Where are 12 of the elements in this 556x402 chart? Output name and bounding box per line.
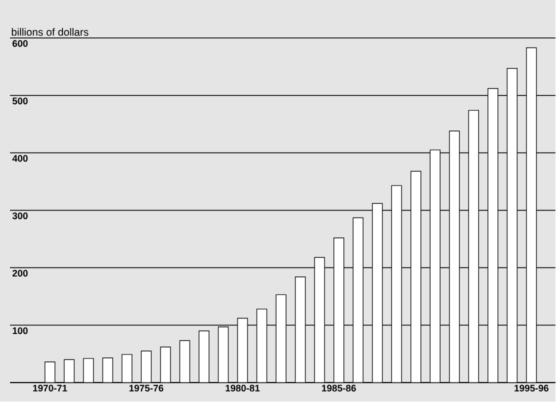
x-tick-label: 1985-86 xyxy=(322,385,356,392)
y-tick-label: 500 xyxy=(12,98,28,105)
x-tick-label: 1980-81 xyxy=(226,385,260,392)
y-tick-label: 100 xyxy=(12,328,28,334)
y-tick-label: 400 xyxy=(12,155,28,162)
x-tick-label: 1995-96 xyxy=(514,385,548,392)
y-tick-label: 200 xyxy=(12,270,28,277)
y-tick-label: 600 xyxy=(12,40,28,48)
x-tick-label: 1970-71 xyxy=(33,385,68,392)
y-axis-title: billions of dollars xyxy=(12,28,88,36)
x-tick-label: 1975-76 xyxy=(129,385,164,392)
y-tick-label: 300 xyxy=(12,212,28,220)
